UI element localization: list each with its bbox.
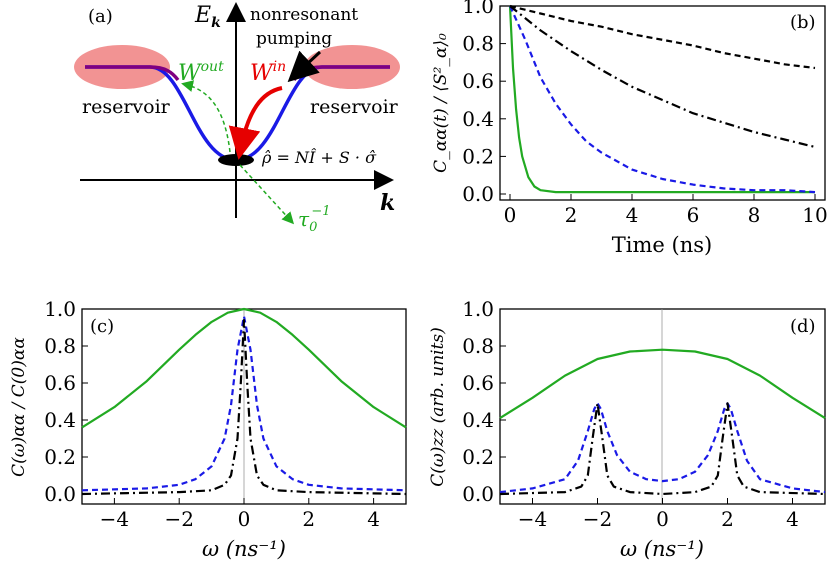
condensate-spot [218, 154, 254, 166]
pump-label-line1: nonresonant [250, 5, 358, 25]
panel-b-x-axis-label: Time (ns) [612, 233, 712, 257]
panel-c-x-ticks: −4 −2 0 2 4 [100, 498, 380, 531]
panel-d-y-tick-label: 0.8 [462, 334, 494, 358]
panel-d-x-ticks: −4 −2 0 2 4 [518, 498, 799, 531]
panel-b-x-tick-label: 10 [802, 203, 827, 227]
panel-d-x-tick-label: −4 [518, 507, 547, 531]
panel-b-y-tick-label: 0.2 [462, 144, 494, 168]
panel-d-plot-area [499, 348, 826, 496]
panel-c-x-tick-label: −2 [164, 507, 193, 531]
panel-b-y-tick-label: 0.0 [462, 182, 494, 206]
w-out-arrow [181, 80, 231, 153]
panel-c: (c) −4 −2 0 2 4 0.00.20.40.60.81.0 ω (ns⁻¹) … [9, 297, 407, 561]
panel-d-series-blue-dashed [499, 402, 826, 494]
panel-b-series-blue-dashed [508, 5, 816, 194]
panel-c-y-tick-label: 0.2 [44, 445, 76, 469]
panel-b-series-black-dashed [509, 4, 816, 70]
panel-d-y-ticks: 0.0 0.2 0.4 0.6 0.8 1.0 [462, 297, 506, 506]
panel-b-y-tick-label: 0.6 [462, 69, 494, 93]
panel-b-x-ticks: 0 2 4 6 8 10 [504, 194, 828, 227]
panel-d-y-tick-label: 1.0 [462, 297, 494, 321]
panel-b: (b) 0 2 4 6 8 10 0.0 0.2 0.4 0.6 0.8 1.0 Time (ns)… [431, 0, 828, 257]
panel-d-label: (d) [790, 316, 816, 337]
reservoir-right-label: reservoir [310, 96, 399, 118]
panel-a-label: (a) [88, 6, 113, 27]
density-matrix-formula: ρ̂ = NÎ + S · σ̂ [261, 147, 377, 167]
panel-d-y-tick-label: 0.2 [462, 445, 494, 469]
panel-b-x-tick-label: 6 [687, 203, 700, 227]
panel-c-x-tick-label: −4 [100, 507, 129, 531]
panel-b-x-tick-label: 4 [626, 203, 639, 227]
tau-arrow [239, 164, 295, 225]
left-reservoir-line [85, 65, 180, 82]
reservoir-left-label: reservoir [82, 96, 171, 118]
panel-c-y-ticks: 0.0 0.2 0.4 0.6 0.8 1.0 [44, 297, 88, 506]
panel-c-y-tick-label: 0.0 [44, 482, 76, 506]
panel-b-y-tick-label: 1.0 [462, 0, 494, 18]
panel-b-x-tick-label: 0 [504, 203, 517, 227]
panel-b-y-tick-label: 0.8 [462, 32, 494, 56]
w-in-arrow [228, 86, 283, 160]
panel-d-y-tick-label: 0.4 [462, 408, 494, 432]
panel-c-series-blue-dashed [81, 315, 407, 492]
panel-c-x-axis-label: ω (ns⁻¹) [202, 537, 286, 561]
w-in-label: Win [250, 59, 286, 86]
panel-d-x-axis-label: ω (ns⁻¹) [620, 537, 704, 561]
panel-b-y-axis-label: C_αα(t) / ⟨S²_α⟩₀ [431, 33, 451, 173]
panel-d-x-tick-label: 0 [656, 507, 669, 531]
panel-c-x-tick-label: 2 [302, 507, 315, 531]
panel-b-x-tick-label: 8 [748, 203, 761, 227]
panel-c-series-black-dashdot [81, 319, 407, 496]
panel-b-y-ticks: 0.0 0.2 0.4 0.6 0.8 1.0 [462, 0, 506, 206]
panel-c-y-tick-label: 0.8 [44, 334, 76, 358]
panel-d-series-black-dashdot [499, 402, 826, 496]
panel-b-series-black-dashdot [509, 5, 816, 149]
panel-c-x-tick-label: 0 [238, 507, 251, 531]
panel-d-y-axis-label: C(ω)zz (arb. units) [428, 327, 448, 487]
panel-c-y-axis-label: C(ω)αα / C(0)αα [9, 337, 29, 477]
panel-d-x-tick-label: −2 [583, 507, 612, 531]
panel-d-y-tick-label: 0.0 [462, 482, 494, 506]
panel-c-y-tick-label: 0.4 [44, 408, 76, 432]
tau-label: τ0−1 [298, 204, 331, 235]
panel-d-frame [499, 308, 826, 505]
panel-b-plot-area [508, 4, 816, 194]
panel-b-y-tick-label: 0.4 [462, 107, 494, 131]
panel-d-series-green-solid [499, 348, 826, 420]
panel-c-label: (c) [90, 316, 114, 337]
panel-d: (d) −4 −2 0 2 4 0.00.20.40.60.81.0 ω (ns⁻¹) … [428, 297, 826, 561]
panel-b-frame [499, 5, 826, 201]
pump-label-line2: pumping [256, 29, 332, 49]
panel-b-series-green-solid [508, 5, 815, 194]
k-axis-label: k [380, 190, 395, 216]
panel-b-x-tick-label: 2 [565, 203, 578, 227]
panel-d-y-tick-label: 0.6 [462, 371, 494, 395]
panel-c-y-tick-label: 1.0 [44, 297, 76, 321]
panel-c-series-green-solid [81, 307, 407, 429]
panel-c-x-tick-label: 4 [367, 507, 380, 531]
panel-c-y-tick-label: 0.6 [44, 371, 76, 395]
panel-c-plot-area [81, 307, 407, 496]
panel-b-label: (b) [790, 12, 816, 33]
panel-d-x-tick-label: 4 [786, 507, 799, 531]
energy-axis-label: Ek [194, 3, 221, 31]
pumping-arrow [287, 50, 322, 83]
panel-d-x-tick-label: 2 [721, 507, 734, 531]
w-out-label: Wout [178, 59, 224, 86]
panel-a-schematic: (a) Ek k nonresonant pumping Wout Win re… [74, 2, 400, 235]
